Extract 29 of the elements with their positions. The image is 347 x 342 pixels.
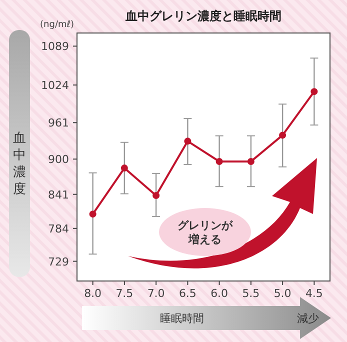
x-tick-label: 5.5 xyxy=(242,287,260,300)
y-tick-label: 841 xyxy=(48,188,69,202)
x-tick-label: 6.0 xyxy=(210,287,228,300)
x-tick-label: 7.0 xyxy=(147,287,165,300)
annotation: グレリンが増える xyxy=(178,219,234,246)
point xyxy=(216,158,223,165)
point xyxy=(184,138,192,145)
chart-title: 血中グレリン濃度と睡眠時間 xyxy=(124,9,282,23)
text: (ng/mℓ) xyxy=(40,20,74,30)
point xyxy=(120,164,128,172)
text: 減少 xyxy=(297,312,319,325)
point xyxy=(89,210,96,218)
y-tick-label: 961 xyxy=(48,116,69,130)
y-tick-label: 784 xyxy=(48,222,69,236)
point xyxy=(310,88,318,96)
y-axis-title: 血中濃度 xyxy=(13,131,26,197)
x-tick-label: 7.5 xyxy=(116,287,134,300)
y-tick-label: 900 xyxy=(48,153,69,166)
x-tick-label: 6.5 xyxy=(178,287,196,300)
x-tick-label: 8.0 xyxy=(84,287,102,300)
y-tick-label: 1024 xyxy=(41,78,69,92)
point xyxy=(247,158,254,165)
x-axis-title: 睡眠時間 xyxy=(160,312,204,325)
point xyxy=(279,132,286,139)
y-tick-label: 1089 xyxy=(41,40,69,54)
point xyxy=(152,192,160,200)
x-tick-label: 4.5 xyxy=(305,287,323,300)
x-tick-label: 5.0 xyxy=(274,287,292,300)
y-tick-label: 729 xyxy=(48,255,69,268)
